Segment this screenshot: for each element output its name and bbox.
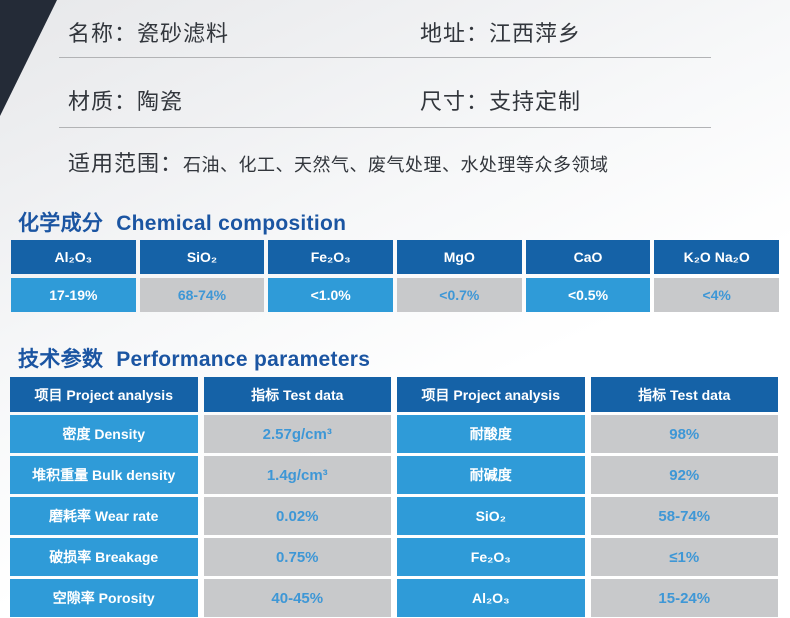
product-name-value: 瓷砂滤料 xyxy=(137,21,230,46)
scope-row: 适用范围： 石油、化工、天然气、废气处理、水处理等众多领域 xyxy=(68,146,609,178)
chemical-composition-table: Al₂O₃ SiO₂ Fe₂O₃ MgO CaO K₂O Na₂O 17-19%… xyxy=(11,240,779,312)
perf-value-sio2: 58-74% xyxy=(590,497,778,535)
divider xyxy=(59,57,711,58)
size-label: 尺寸： xyxy=(420,89,490,114)
perf-header-testdata-left: 指标 Test data xyxy=(203,377,391,412)
material-value: 陶瓷 xyxy=(137,89,184,114)
product-name-label: 名称： xyxy=(68,21,138,46)
product-name-row: 名称：瓷砂滤料 xyxy=(68,16,229,48)
chem-header-mgo: MgO xyxy=(396,240,522,274)
scope-value: 石油、化工、天然气、废气处理、水处理等众多领域 xyxy=(183,155,609,175)
chem-value-fe2o3: <1.0% xyxy=(268,278,393,312)
address-row: 地址：江西萍乡 xyxy=(420,16,581,48)
divider xyxy=(59,127,711,128)
performance-title-zh: 技术参数 xyxy=(18,348,104,371)
performance-title-en: Performance parameters xyxy=(116,348,371,371)
chemical-title-en: Chemical composition xyxy=(116,212,347,235)
chemical-title-zh: 化学成分 xyxy=(18,212,104,235)
performance-section-title: 技术参数 Performance parameters xyxy=(18,343,370,373)
perf-item-density: 密度 Density xyxy=(10,415,198,453)
perf-value-porosity: 40-45% xyxy=(203,579,391,617)
size-row: 尺寸：支持定制 xyxy=(420,84,581,116)
chem-value-al2o3: 17-19% xyxy=(11,278,136,312)
perf-item-wear-rate: 磨耗率 Wear rate xyxy=(10,497,198,535)
perf-value-breakage: 0.75% xyxy=(203,538,391,576)
perf-item-fe2o3: Fe₂O₃ xyxy=(397,538,585,576)
chem-header-cao: CaO xyxy=(525,240,651,274)
material-label: 材质： xyxy=(68,89,138,114)
perf-value-density: 2.57g/cm³ xyxy=(203,415,391,453)
chem-value-cao: <0.5% xyxy=(525,278,651,312)
chem-value-sio2: 68-74% xyxy=(139,278,265,312)
perf-item-al2o3: Al₂O₃ xyxy=(397,579,585,617)
perf-value-al2o3: 15-24% xyxy=(590,579,778,617)
chem-header-k2o-na2o: K₂O Na₂O xyxy=(654,240,779,274)
perf-item-alkali-resistance: 耐碱度 xyxy=(397,456,585,494)
scope-label: 适用范围： xyxy=(68,151,184,176)
chem-value-mgo: <0.7% xyxy=(396,278,522,312)
chem-header-fe2o3: Fe₂O₃ xyxy=(268,240,393,274)
perf-header-project-right: 项目 Project analysis xyxy=(397,377,585,412)
perf-item-sio2: SiO₂ xyxy=(397,497,585,535)
chem-header-sio2: SiO₂ xyxy=(139,240,265,274)
perf-header-testdata-right: 指标 Test data xyxy=(590,377,778,412)
corner-ribbon xyxy=(0,0,57,116)
perf-item-acid-resistance: 耐酸度 xyxy=(397,415,585,453)
address-label: 地址： xyxy=(420,21,490,46)
perf-header-project-left: 项目 Project analysis xyxy=(10,377,198,412)
chem-value-k2o-na2o: <4% xyxy=(654,278,779,312)
chemical-section-title: 化学成分 Chemical composition xyxy=(18,207,346,237)
perf-value-alkali-resistance: 92% xyxy=(590,456,778,494)
material-row: 材质：陶瓷 xyxy=(68,84,183,116)
address-value: 江西萍乡 xyxy=(489,21,582,46)
perf-item-breakage: 破损率 Breakage xyxy=(10,538,198,576)
perf-value-acid-resistance: 98% xyxy=(590,415,778,453)
perf-value-bulk-density: 1.4g/cm³ xyxy=(203,456,391,494)
perf-item-bulk-density: 堆积重量 Bulk density xyxy=(10,456,198,494)
chem-header-al2o3: Al₂O₃ xyxy=(11,240,136,274)
perf-value-fe2o3: ≤1% xyxy=(590,538,778,576)
perf-value-wear-rate: 0.02% xyxy=(203,497,391,535)
performance-parameters-table: 项目 Project analysis 指标 Test data 项目 Proj… xyxy=(10,377,778,617)
perf-item-porosity: 空隙率 Porosity xyxy=(10,579,198,617)
size-value: 支持定制 xyxy=(489,89,582,114)
